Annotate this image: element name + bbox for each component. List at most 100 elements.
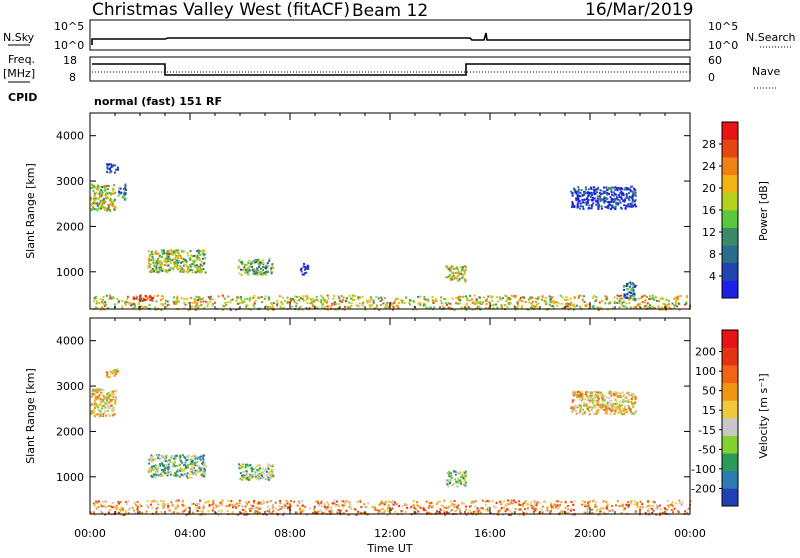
echo-pixel (463, 278, 466, 281)
echo-pixel (671, 501, 674, 504)
echo-pixel (550, 298, 553, 301)
echo-pixel (302, 300, 305, 303)
echo-pixel (300, 297, 303, 300)
echo-pixel (454, 504, 456, 507)
echo-pixel (246, 304, 249, 307)
echo-pixel (637, 303, 640, 306)
echo-pixel (443, 307, 446, 310)
echo-pixel (573, 189, 576, 192)
echo-pixel (244, 263, 246, 266)
x-tick-label: 20:00 (574, 527, 606, 540)
echo-pixel (305, 267, 308, 270)
echo-pixel (348, 505, 351, 508)
echo-pixel (380, 296, 383, 299)
echo-pixel (572, 503, 575, 506)
echo-pixel (302, 509, 305, 512)
echo-pixel (622, 192, 625, 195)
echo-pixel (198, 456, 201, 459)
echo-pixel (628, 408, 631, 411)
echo-pixel (243, 267, 246, 270)
echo-pixel (583, 410, 586, 413)
echo-pixel (171, 250, 174, 253)
echo-pixel (496, 300, 499, 303)
echo-pixel (240, 274, 243, 276)
echo-pixel (518, 513, 521, 516)
echo-pixel (167, 253, 170, 256)
echo-pixel (122, 509, 125, 512)
echo-pixel (556, 507, 559, 510)
echo-pixel (279, 305, 282, 308)
echo-pixel (184, 263, 187, 266)
echo-pixel (540, 508, 543, 511)
echo-pixel (223, 305, 226, 308)
echo-pixel (195, 295, 198, 298)
echo-pixel (456, 280, 459, 282)
echo-pixel (114, 396, 117, 399)
echo-pixel (455, 480, 458, 483)
echo-pixel (645, 296, 648, 298)
echo-pixel (313, 299, 315, 302)
echo-pixel (629, 294, 632, 297)
echo-pixel (344, 501, 347, 504)
echo-pixel (423, 297, 426, 300)
echo-pixel (582, 201, 585, 204)
echo-pixel (587, 188, 590, 191)
echo-pixel (269, 474, 272, 476)
echo-pixel (124, 192, 127, 195)
echo-pixel (256, 261, 259, 264)
echo-pixel (632, 192, 635, 195)
echo-pixel (141, 512, 144, 514)
echo-pixel (449, 266, 452, 269)
echo-pixel (187, 265, 190, 268)
echo-pixel (259, 271, 262, 274)
echo-pixel (193, 261, 196, 264)
echo-pixel (452, 277, 455, 280)
echo-pixel (603, 197, 606, 200)
echo-pixel (197, 249, 200, 252)
echo-pixel (315, 511, 318, 514)
echo-pixel (443, 506, 446, 509)
echo-pixel (163, 264, 166, 266)
echo-pixel (459, 299, 462, 302)
echo-pixel (172, 504, 175, 507)
echo-pixel (526, 503, 529, 506)
echo-pixel (153, 269, 156, 271)
echo-pixel (108, 401, 111, 404)
echo-pixel (178, 260, 181, 263)
echo-pixel (203, 461, 206, 464)
echo-pixel (486, 506, 489, 509)
echo-pixel (398, 505, 401, 507)
echo-pixel (618, 295, 621, 298)
echo-pixel (167, 270, 169, 273)
echo-pixel (208, 296, 211, 299)
echo-pixel (148, 255, 151, 258)
echo-pixel (313, 509, 316, 511)
echo-pixel (582, 295, 585, 298)
echo-pixel (271, 465, 274, 468)
echo-pixel (449, 482, 451, 485)
echo-pixel (162, 464, 165, 467)
echo-pixel (581, 391, 583, 394)
echo-pixel (108, 294, 111, 297)
echo-pixel (585, 203, 588, 206)
echo-pixel (270, 470, 273, 473)
echo-pixel (619, 297, 622, 300)
echo-pixel (224, 301, 227, 304)
echo-pixel (95, 306, 98, 309)
echo-pixel (154, 305, 157, 308)
echo-pixel (157, 454, 160, 457)
echo-pixel (298, 295, 301, 298)
echo-pixel (571, 201, 574, 204)
power-data (90, 163, 692, 311)
echo-pixel (459, 512, 462, 515)
mode-label: normal (fast) 151 RF (94, 95, 222, 108)
echo-pixel (266, 262, 269, 265)
echo-pixel (445, 266, 448, 269)
echo-pixel (647, 504, 650, 507)
echo-pixel (445, 265, 448, 268)
echo-pixel (193, 301, 196, 304)
echo-pixel (455, 267, 458, 270)
echo-pixel (163, 252, 166, 255)
echo-pixel (605, 297, 608, 300)
echo-pixel (535, 504, 538, 507)
